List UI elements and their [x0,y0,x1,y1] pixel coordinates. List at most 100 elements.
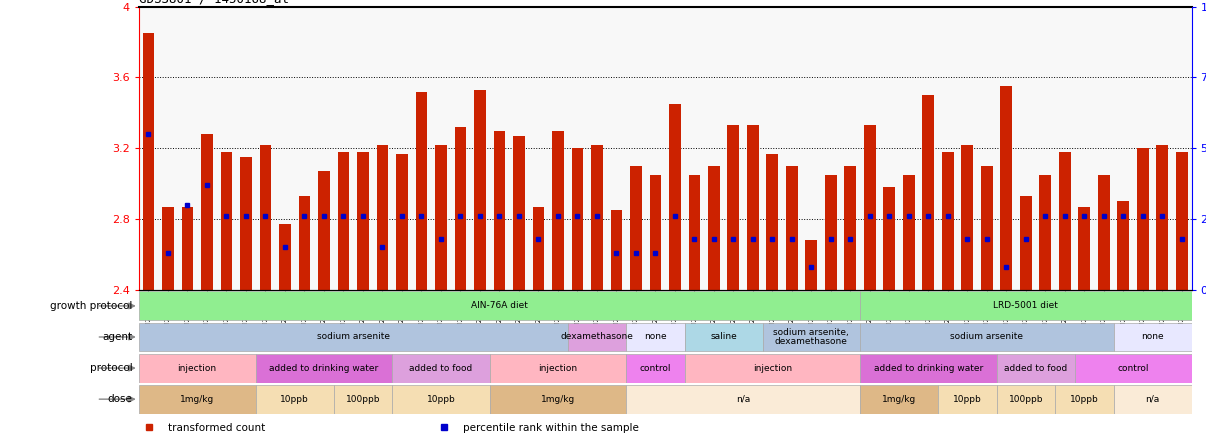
Text: 10ppb: 10ppb [953,395,982,404]
Bar [591,145,603,290]
Bar [357,152,369,290]
Text: LRD-5001 diet: LRD-5001 diet [994,301,1058,310]
Bar [860,353,996,383]
Bar [1113,385,1192,414]
Bar [474,90,486,290]
Bar [863,125,876,290]
Bar [259,145,271,290]
Bar [626,322,685,352]
Text: injection: injection [753,364,792,373]
Bar [626,385,860,414]
Bar [279,224,291,290]
Text: added to drinking water: added to drinking water [873,364,983,373]
Bar [533,207,544,290]
Bar [938,385,996,414]
Bar [767,154,778,290]
Bar [747,125,759,290]
Bar [860,385,938,414]
Text: growth protocol: growth protocol [51,301,133,311]
Text: 1mg/kg: 1mg/kg [180,395,215,404]
Bar [392,353,490,383]
Text: 10ppb: 10ppb [427,395,456,404]
Bar [201,134,212,290]
Bar [727,125,739,290]
Bar [1137,148,1148,290]
Bar [1040,175,1052,290]
Bar [392,385,490,414]
Bar [1113,322,1192,352]
Bar [396,154,408,290]
Text: control: control [1117,364,1149,373]
Bar [961,145,973,290]
Text: control: control [639,364,671,373]
Text: transformed count: transformed count [168,424,265,433]
Bar [1059,152,1071,290]
Text: 10ppb: 10ppb [1070,395,1099,404]
Bar [1001,86,1012,290]
Bar [139,353,256,383]
Bar [221,152,233,290]
Bar [162,207,174,290]
Bar [669,104,680,290]
Bar [708,166,720,290]
Bar [416,91,427,290]
Bar [1020,196,1031,290]
Text: injection: injection [177,364,217,373]
Bar [435,145,446,290]
Text: injection: injection [538,364,578,373]
Text: added to food: added to food [1003,364,1067,373]
Text: AIN-76A diet: AIN-76A diet [472,301,528,310]
Text: sodium arsenite: sodium arsenite [950,333,1024,341]
Bar [996,385,1055,414]
Text: dose: dose [107,394,133,404]
Bar [334,385,392,414]
Bar [630,166,642,290]
Bar [490,353,626,383]
Text: added to drinking water: added to drinking water [269,364,379,373]
Text: 1mg/kg: 1mg/kg [540,395,575,404]
Bar [942,152,954,290]
Bar [1055,385,1113,414]
Bar [142,33,154,290]
Text: 100ppb: 100ppb [346,395,380,404]
Bar [1118,202,1129,290]
Text: n/a: n/a [736,395,750,404]
Bar [903,175,914,290]
Bar [884,187,895,290]
Bar [1176,152,1188,290]
Bar [338,152,350,290]
Bar [568,322,626,352]
Bar [626,353,685,383]
Bar [299,196,310,290]
Text: n/a: n/a [1146,395,1160,404]
Bar [1075,353,1192,383]
Bar [552,131,563,290]
Bar [1157,145,1169,290]
Bar [139,291,860,321]
Text: none: none [644,333,667,341]
Bar [256,385,334,414]
Bar [182,207,193,290]
Bar [240,157,252,290]
Text: agent: agent [103,332,133,342]
Bar [318,171,329,290]
Bar [610,210,622,290]
Bar [685,353,860,383]
Bar [493,131,505,290]
Bar [572,148,584,290]
Text: sodium arsenite,
dexamethasone: sodium arsenite, dexamethasone [773,328,849,346]
Bar [139,322,568,352]
Bar [376,145,388,290]
Bar [980,166,993,290]
Text: 100ppb: 100ppb [1008,395,1043,404]
Bar [1078,207,1090,290]
Text: added to food: added to food [409,364,473,373]
Bar [513,136,525,290]
Text: protocol: protocol [90,363,133,373]
Text: none: none [1141,333,1164,341]
Bar [256,353,392,383]
Bar [923,95,935,290]
Bar [860,322,1113,352]
Bar [806,240,818,290]
Bar [139,385,256,414]
